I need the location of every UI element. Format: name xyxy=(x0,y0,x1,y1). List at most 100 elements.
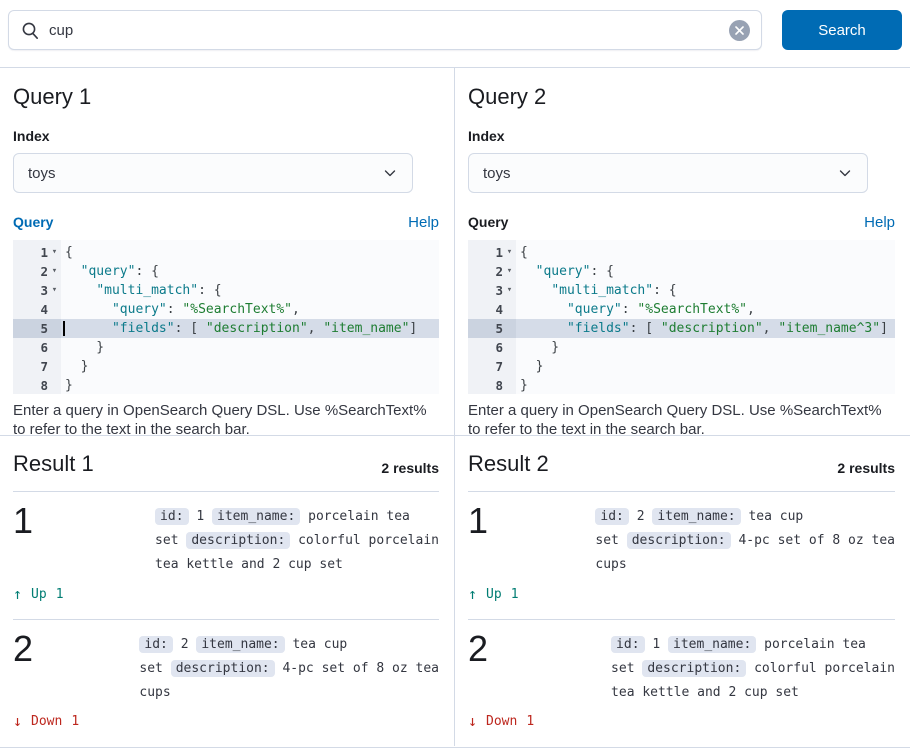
field-value-text: tea cup xyxy=(740,509,804,524)
result-rank: 2 xyxy=(13,628,34,669)
line-number: 8 xyxy=(468,376,516,394)
json-punctuation: , xyxy=(747,302,755,317)
result-rank: 1 xyxy=(468,500,489,541)
json-key: "fields" xyxy=(566,321,630,336)
help-link[interactable]: Help xyxy=(408,214,439,231)
search-icon xyxy=(22,22,39,40)
index-label: Index xyxy=(13,128,50,144)
chevron-down-icon xyxy=(384,170,396,177)
field-value-text: 1 xyxy=(644,637,669,652)
json-punctuation xyxy=(520,321,567,336)
rank-movement-indicator: ↓ Down 1 xyxy=(13,712,139,730)
query-2-section: Query 2 Index toys Query Help 1 ▾ 2 ▾ 3 ▾ 4 5 6 7… xyxy=(455,68,910,436)
json-punctuation: } xyxy=(520,340,560,355)
json-punctuation: ] xyxy=(880,321,888,336)
json-punctuation: } xyxy=(520,359,544,374)
query-editor[interactable]: 1 ▾ 2 ▾ 3 ▾ 4 5 6 7 8 { "query": { "multi_match": … xyxy=(468,240,895,394)
line-number: 3 ▾ xyxy=(468,281,516,300)
code-line: } xyxy=(61,357,439,376)
document-line: set description: colorful porcelain xyxy=(155,529,439,553)
result-2-section: Result 2 2 results 1 ↑ Up 1 id: 2 item_name:… xyxy=(468,450,895,746)
json-punctuation: : { xyxy=(198,283,222,298)
search-input-value: cup xyxy=(49,22,74,39)
field-name-badge: description: xyxy=(626,532,731,549)
movement-value: 1 xyxy=(526,713,535,729)
fold-arrow-icon[interactable]: ▾ xyxy=(51,266,58,276)
fold-arrow-icon[interactable]: ▾ xyxy=(51,285,58,295)
search-input[interactable]: cup xyxy=(8,10,762,50)
line-number-text: 8 xyxy=(40,378,48,393)
json-string: "description" xyxy=(660,321,763,336)
line-number: 4 xyxy=(468,300,516,319)
code-line: "multi_match": { xyxy=(61,281,439,300)
code-line: "query": "%SearchText%", xyxy=(516,300,895,319)
json-key: "fields" xyxy=(111,321,175,336)
code-line: { xyxy=(516,243,895,262)
json-punctuation: , xyxy=(292,302,300,317)
field-name-badge: item_name: xyxy=(212,508,301,525)
movement-value: 1 xyxy=(55,586,64,602)
document-line: set description: colorful porcelain xyxy=(611,657,895,681)
json-punctuation: } xyxy=(65,340,105,355)
json-punctuation: ] xyxy=(409,321,418,336)
index-select[interactable]: toys xyxy=(13,153,413,193)
line-number: 7 xyxy=(468,357,516,376)
json-string: "%SearchText%" xyxy=(182,302,292,317)
editor-code: { "query": { "multi_match": { "query": "… xyxy=(61,240,439,394)
query-2-column: Query 2 Index toys Query Help 1 ▾ 2 ▾ 3 ▾ 4 5 6 7… xyxy=(455,68,910,746)
movement-label: Up xyxy=(486,586,502,602)
help-link[interactable]: Help xyxy=(864,214,895,231)
fold-arrow-icon[interactable]: ▾ xyxy=(506,266,513,276)
fold-arrow-icon[interactable]: ▾ xyxy=(506,285,513,295)
clear-search-button[interactable] xyxy=(729,20,750,41)
document-line: set description: 4-pc set of 8 oz tea xyxy=(139,657,439,681)
json-punctuation: } xyxy=(520,378,528,393)
field-name-badge: item_name: xyxy=(652,508,741,525)
editor-gutter: 1 ▾ 2 ▾ 3 ▾ 4 5 6 7 8 xyxy=(468,240,516,394)
editor-code: { "query": { "multi_match": { "query": "… xyxy=(516,240,895,394)
movement-label: Up xyxy=(31,586,47,602)
query-label: Query xyxy=(468,214,509,230)
json-key: "multi_match" xyxy=(551,283,654,298)
json-punctuation xyxy=(65,283,96,298)
json-punctuation: { xyxy=(65,245,73,260)
code-line: } xyxy=(61,338,439,357)
field-name-badge: id: xyxy=(155,508,189,525)
result-title: Result 1 xyxy=(13,451,94,476)
field-value-text: cups xyxy=(595,557,627,572)
document-line: set description: 4-pc set of 8 oz tea xyxy=(595,529,895,553)
json-string: "item_name" xyxy=(323,321,410,336)
code-line: "query": { xyxy=(61,262,439,281)
result-item: 2 ↓ Down 1 id: 2 item_name: tea cup set descr… xyxy=(13,619,439,746)
field-name-badge: id: xyxy=(595,508,629,525)
field-value-text: 2 xyxy=(628,509,653,524)
movement-label: Down xyxy=(31,713,63,729)
arrow-up-icon: ↑ xyxy=(13,585,23,603)
json-punctuation: : { xyxy=(135,264,159,279)
line-number-text: 4 xyxy=(40,302,48,317)
document-line: id: 1 item_name: porcelain tea xyxy=(155,505,439,529)
movement-label: Down xyxy=(486,713,518,729)
field-value-text: porcelain tea xyxy=(300,509,410,524)
query-1-column: Query 1 Index toys Query Help 1 ▾ 2 ▾ 3 ▾ 4 5 6 7… xyxy=(0,68,455,746)
line-number: 2 ▾ xyxy=(468,262,516,281)
field-value-text: set xyxy=(139,661,171,676)
document-line: cups xyxy=(595,553,895,577)
result-item-meta: 2 ↓ Down 1 xyxy=(13,628,139,746)
query-label-row: Query Help xyxy=(13,213,439,232)
line-number-text: 2 xyxy=(495,264,503,279)
panel-title: Query 2 xyxy=(468,84,547,109)
json-punctuation xyxy=(65,302,112,317)
fold-arrow-icon[interactable]: ▾ xyxy=(506,247,513,257)
search-button[interactable]: Search xyxy=(782,10,902,50)
query-editor[interactable]: 1 ▾ 2 ▾ 3 ▾ 4 5 6 7 8 { "query": { "multi_match": … xyxy=(13,240,439,394)
json-punctuation: : { xyxy=(590,264,614,279)
index-select[interactable]: toys xyxy=(468,153,868,193)
divider xyxy=(468,491,895,492)
code-line: "fields": [ "description", "item_name"] xyxy=(61,319,439,338)
fold-arrow-icon[interactable]: ▾ xyxy=(51,247,58,257)
query-label: Query xyxy=(13,214,54,230)
json-punctuation xyxy=(65,264,81,279)
index-select-value: toys xyxy=(483,164,511,182)
